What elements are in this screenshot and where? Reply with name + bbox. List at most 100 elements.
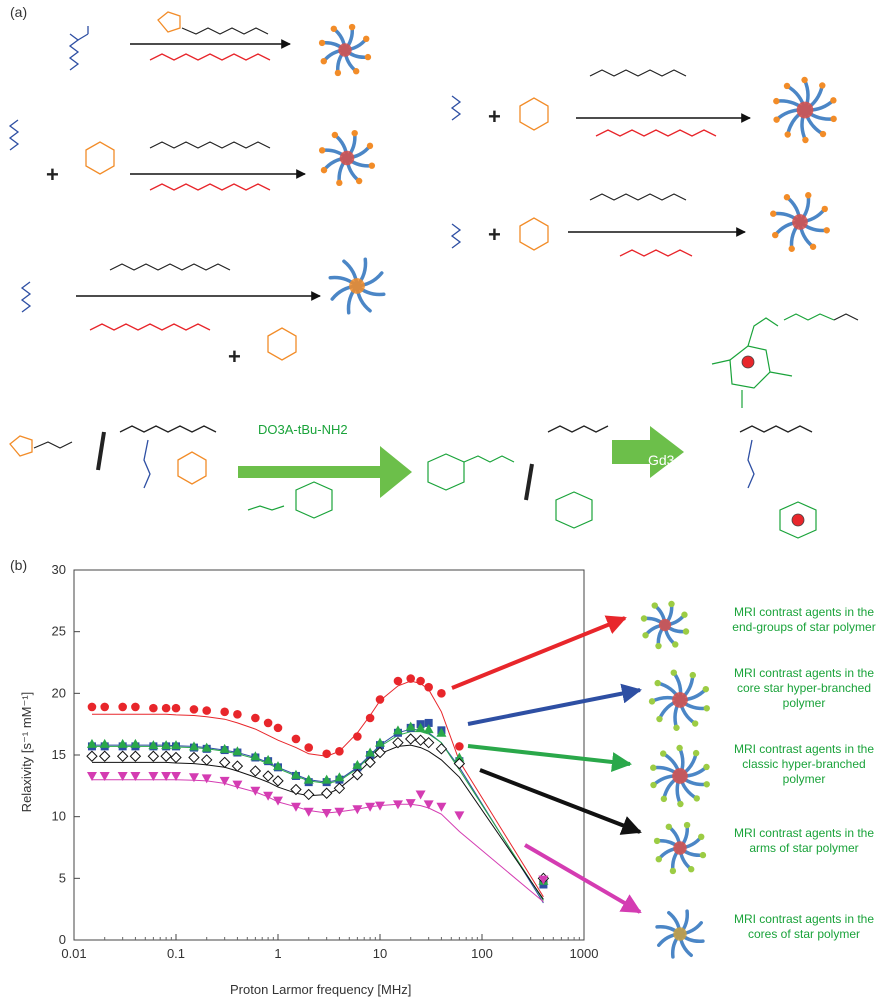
data-point-magenta — [303, 807, 314, 817]
data-point-magenta — [273, 796, 283, 806]
svg-text:+: + — [488, 104, 501, 129]
data-point-magenta — [415, 790, 426, 800]
data-point-red — [149, 703, 158, 713]
data-point-black — [116, 750, 129, 762]
gd-label: Gd3+ — [648, 452, 683, 468]
data-point-magenta — [171, 771, 181, 781]
legend-polymer-cores — [655, 909, 705, 959]
data-points — [86, 674, 550, 889]
fit-curve-black — [92, 744, 544, 900]
data-point-green — [99, 738, 110, 748]
data-point-black — [188, 751, 200, 764]
data-point-black — [218, 756, 231, 769]
scheme-row-3: + — [20, 263, 321, 369]
data-point-magenta — [86, 771, 97, 781]
data-point-red — [233, 710, 242, 719]
x-tick-label: 100 — [471, 946, 493, 961]
legend-polymer-arms — [653, 821, 707, 875]
reagent-label: DO3A-tBu-NH2 — [258, 422, 348, 437]
data-point-magenta — [375, 801, 385, 811]
legend-polymer-classic-hyperbranched — [650, 744, 710, 808]
data-point-green — [392, 725, 403, 735]
data-point-green — [171, 740, 181, 750]
svg-text:+: + — [228, 344, 241, 369]
data-point-red — [273, 723, 283, 733]
data-point-green — [423, 724, 434, 734]
data-point-black — [333, 782, 346, 795]
data-point-red — [365, 713, 375, 723]
chart-axes: 0.01 0.1 1 10 100 1000 0 5 10 15 20 25 30 — [52, 562, 599, 961]
data-point-black — [160, 750, 172, 762]
y-axis-title: Relaxivity [s⁻¹ mM⁻¹] — [19, 691, 34, 813]
legend-caption-red: MRI contrast agents in the end-groups of… — [732, 605, 876, 634]
data-point-green — [273, 761, 283, 771]
data-point-black — [435, 743, 448, 755]
data-point-magenta — [352, 805, 363, 815]
data-point-black — [351, 769, 364, 781]
data-point-green — [86, 738, 97, 748]
fit-curves — [92, 680, 544, 904]
product-star-3 — [328, 257, 386, 315]
data-point-black — [147, 750, 160, 762]
post-modification-arrow: Post modification — [242, 442, 392, 478]
data-point-green — [415, 722, 426, 732]
data-point-green — [117, 738, 128, 748]
scheme-right-1: + — [450, 69, 751, 137]
data-point-green — [161, 740, 172, 750]
data-point-red — [416, 676, 425, 686]
data-point-magenta — [130, 771, 141, 781]
data-point-magenta — [99, 771, 110, 781]
data-point-magenta — [365, 802, 376, 812]
data-point-green — [352, 759, 363, 769]
svg-text:+: + — [488, 222, 501, 247]
data-point-red — [375, 695, 385, 704]
data-point-black — [98, 750, 111, 762]
data-point-black — [290, 783, 302, 796]
legend-arrow-magenta — [523, 843, 642, 914]
legend-caption-black: MRI contrast agents in the arms of star … — [733, 826, 875, 855]
data-point-red — [189, 705, 199, 714]
data-point-magenta — [148, 771, 159, 781]
legend-arrows — [451, 615, 642, 914]
data-point-magenta — [161, 771, 172, 781]
data-point-red — [131, 702, 140, 712]
y-tick-label: 25 — [52, 624, 66, 639]
svg-text:+: + — [46, 162, 59, 187]
post-modification-label: Post modification — [243, 450, 359, 467]
data-point-black — [262, 770, 274, 782]
x-tick-label: 10 — [373, 946, 387, 961]
data-point-green — [334, 772, 345, 782]
legend-polymer-end-groups — [640, 600, 690, 650]
legend-polymer-sketches — [640, 600, 710, 959]
data-point-green — [375, 737, 385, 747]
scheme-row-1 — [68, 11, 291, 71]
legend-caption-magenta: MRI contrast agents in the cores of star… — [733, 912, 875, 941]
data-point-black — [170, 751, 182, 764]
data-point-black — [129, 750, 142, 762]
data-point-green — [263, 754, 274, 764]
data-point-blue — [424, 718, 433, 727]
data-point-red — [322, 749, 331, 759]
data-point-red — [424, 682, 433, 692]
legend-arrow-black — [479, 768, 642, 835]
y-tick-label: 15 — [52, 747, 66, 762]
data-point-magenta — [219, 776, 230, 786]
data-point-green — [405, 721, 416, 731]
data-point-magenta — [454, 811, 465, 821]
data-point-red — [455, 742, 464, 751]
data-point-green — [436, 727, 447, 737]
data-point-black — [320, 787, 333, 799]
data-point-red — [100, 702, 110, 712]
product-hyperbranched-1 — [773, 76, 837, 144]
data-point-black — [404, 733, 417, 745]
fit-curve-red — [92, 680, 544, 898]
data-point-red — [161, 703, 171, 713]
data-point-black — [200, 754, 213, 766]
scheme-right-2: + — [450, 193, 746, 257]
data-point-red — [202, 706, 212, 715]
y-tick-label: 5 — [59, 870, 66, 885]
data-point-magenta — [405, 799, 416, 809]
data-point-green — [148, 740, 159, 750]
x-tick-label: 1 — [274, 946, 281, 961]
data-point-black — [374, 746, 386, 759]
